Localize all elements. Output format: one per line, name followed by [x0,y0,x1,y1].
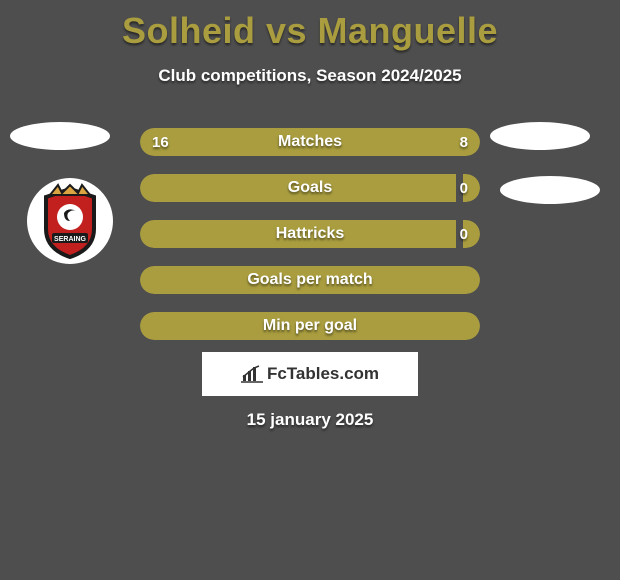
stat-value-left: 16 [152,128,169,156]
attribution-box: FcTables.com [202,352,418,396]
stat-bar-left [140,220,456,248]
stat-value-right: 0 [460,220,468,248]
stat-value-right: 0 [460,174,468,202]
stat-bar-track: Goals [140,174,480,202]
stat-bar-left [140,128,367,156]
stat-bar-track: Hattricks [140,220,480,248]
stat-bar-full [140,312,480,340]
stat-bar-full [140,266,480,294]
stat-row: Matches16 8 [0,128,620,156]
stat-row: Goals0 [0,174,620,202]
stat-bar-left [140,174,456,202]
stat-bar-track: Matches [140,128,480,156]
stat-row: Goals per match [0,266,620,294]
date-label: 15 january 2025 [0,410,620,430]
stat-value-right: 8 [460,128,468,156]
bar-chart-icon [241,365,263,383]
page-subtitle: Club competitions, Season 2024/2025 [0,66,620,86]
attribution-text: FcTables.com [267,364,379,384]
page-title: Solheid vs Manguelle [0,0,620,52]
stat-bar-track: Goals per match [140,266,480,294]
stat-row: Min per goal [0,312,620,340]
stats-container: Matches168Goals0Hattricks0Goals per matc… [0,128,620,340]
stat-bar-track: Min per goal [140,312,480,340]
stat-row: Hattricks0 [0,220,620,248]
